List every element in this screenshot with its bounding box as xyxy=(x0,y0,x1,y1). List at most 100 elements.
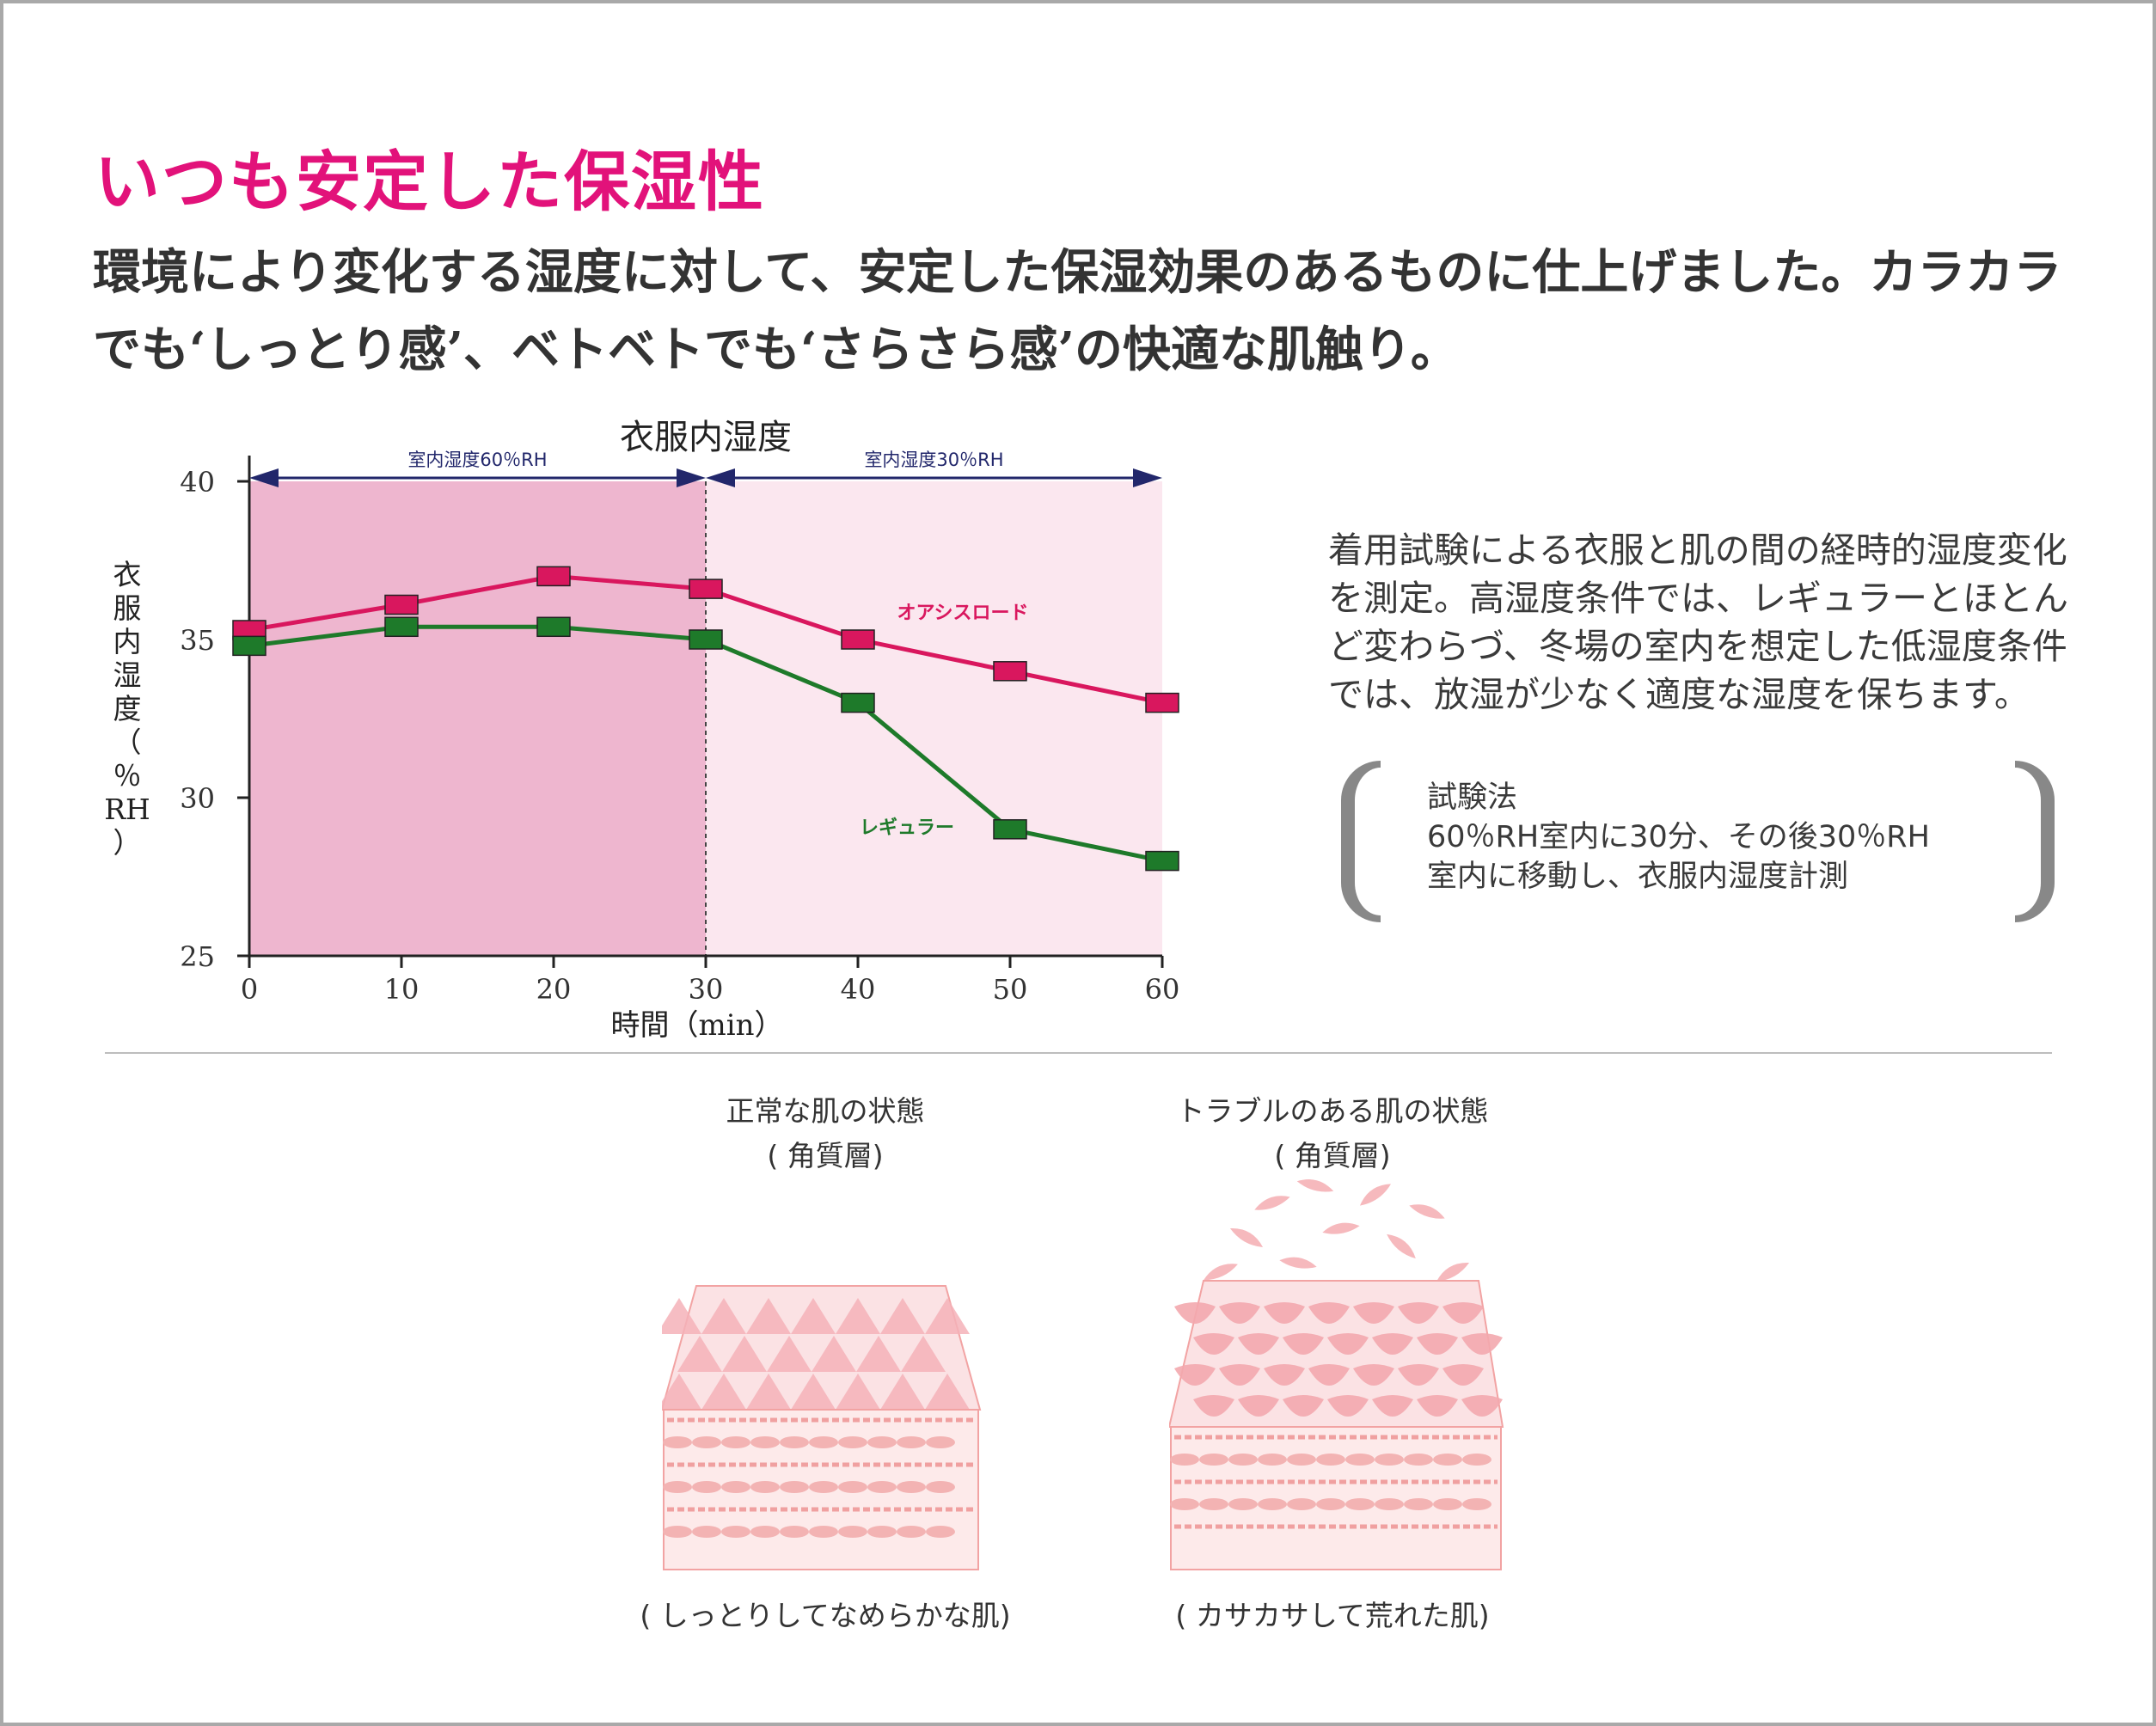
flaking-scale xyxy=(1229,1227,1264,1247)
corneocyte-scale xyxy=(677,1336,722,1372)
cell-ellipse xyxy=(750,1526,780,1538)
test-method-box: 試験法 60％RH室内に30分、その後30％RH 室内に移動し、衣服内湿度計測 xyxy=(1341,761,2055,922)
cell-ellipse xyxy=(838,1436,867,1448)
test-method-line-1: 60％RH室内に30分、その後30％RH xyxy=(1427,820,1930,854)
oasis-data-point xyxy=(689,578,723,599)
cell-ellipse xyxy=(1345,1498,1375,1510)
humidity-line-chart: 25 30 35 40 0 10 20 30 40 50 60 室内湿度60％RH 室内湿度30％RH… xyxy=(104,418,1180,1040)
cell-ellipse xyxy=(867,1436,897,1448)
cell-ellipse xyxy=(1375,1498,1404,1510)
y-tick-label: 30 xyxy=(180,782,215,815)
cell-ellipse xyxy=(809,1526,838,1538)
flaking-scale xyxy=(1436,1262,1470,1282)
lifted-scale xyxy=(1327,1395,1369,1417)
lifted-scale xyxy=(1461,1395,1503,1417)
y-tick-label: 35 xyxy=(180,624,215,657)
corneocyte-scale xyxy=(701,1298,746,1334)
right-bracket xyxy=(2015,761,2055,922)
flaking-scale xyxy=(1279,1257,1317,1269)
cell-ellipse xyxy=(721,1481,750,1493)
cell-ellipse xyxy=(1199,1498,1228,1510)
normal-skin-caption: ( しっとりしてなめらかな肌) xyxy=(640,1599,1011,1632)
regular-data-point xyxy=(1145,850,1179,872)
test-method-title: 試験法 xyxy=(1427,780,1518,815)
trouble-skin-heading: トラブルのある肌の状態 ( 角質層) xyxy=(1075,1089,1590,1178)
lifted-scale xyxy=(1174,1302,1216,1324)
trouble-skin-title: トラブルのある肌の状態 xyxy=(1176,1094,1489,1128)
high-humidity-label: 室内湿度60％RH xyxy=(407,450,547,470)
x-axis-label: 時間（min） xyxy=(610,1008,783,1040)
normal-skin-subtitle: ( 角質層) xyxy=(767,1139,884,1172)
lifted-scale xyxy=(1417,1395,1458,1417)
cell-ellipse xyxy=(809,1481,838,1493)
x-tick-label: 10 xyxy=(384,973,420,1006)
x-tick-label: 50 xyxy=(993,973,1028,1006)
corneocyte-scale xyxy=(812,1336,856,1372)
regular-data-point xyxy=(536,616,571,638)
trouble-skin-caption: ( カサカサして荒れた肌) xyxy=(1175,1599,1490,1632)
lifted-scale xyxy=(1174,1364,1216,1386)
lifted-scale xyxy=(1283,1395,1324,1417)
flaking-scale xyxy=(1359,1184,1392,1206)
corneocyte-scale xyxy=(880,1374,925,1410)
intro-text: 環境により変化する湿度に対して、安定した保湿効果のあるものに仕上げました。カラカ… xyxy=(93,244,2062,378)
lifted-scale xyxy=(1353,1302,1394,1324)
cell-ellipse xyxy=(838,1481,867,1493)
corneocyte-scale xyxy=(836,1298,880,1334)
cell-ellipse xyxy=(867,1481,897,1493)
lifted-scale xyxy=(1264,1302,1305,1324)
test-description: 着用試験による衣服と肌の間の経時的湿度変化を測定。高湿度条件では、レギュラーとほ… xyxy=(1328,529,2068,715)
cell-ellipse xyxy=(1433,1498,1462,1510)
cell-ellipse xyxy=(750,1436,780,1448)
low-humidity-label: 室内湿度30％RH xyxy=(864,450,1003,470)
test-method-line-2: 室内に移動し、衣服内湿度計測 xyxy=(1427,860,1849,894)
cell-ellipse xyxy=(780,1526,809,1538)
cell-ellipse xyxy=(1375,1454,1404,1466)
y-axis-label: 衣服内湿度（％ RH） xyxy=(104,558,150,860)
cell-ellipse xyxy=(663,1436,692,1448)
regular-data-point xyxy=(384,616,419,638)
corneocyte-scale xyxy=(791,1374,836,1410)
regular-data-point xyxy=(689,629,723,650)
test-method-text: 試験法 60％RH室内に30分、その後30％RH 室内に移動し、衣服内湿度計測 xyxy=(1427,778,1930,897)
high-humidity-region xyxy=(249,481,706,956)
chart-title: 衣服内湿度 xyxy=(620,418,792,457)
x-tick-label: 40 xyxy=(841,973,876,1006)
headline: いつも安定した保湿性 xyxy=(95,144,765,220)
oasis-data-point xyxy=(993,661,1027,682)
corneocyte-scale xyxy=(925,1374,970,1410)
cell-ellipse xyxy=(926,1481,955,1493)
cell-ellipse xyxy=(867,1526,897,1538)
cell-ellipse xyxy=(809,1436,838,1448)
lifted-scale xyxy=(1461,1333,1503,1355)
lifted-scale xyxy=(1308,1364,1350,1386)
corneocyte-scale xyxy=(662,1298,701,1334)
lifted-scale xyxy=(1193,1333,1234,1355)
cell-ellipse xyxy=(926,1526,955,1538)
lifted-scale xyxy=(1417,1333,1458,1355)
corneocyte-scale xyxy=(925,1298,970,1334)
regular-series-label: レギュラー xyxy=(860,817,954,839)
cell-ellipse xyxy=(1228,1454,1258,1466)
cell-ellipse xyxy=(926,1436,955,1448)
cell-ellipse xyxy=(897,1526,926,1538)
low-humidity-arrow-head-left xyxy=(706,468,735,487)
regular-data-point xyxy=(232,635,266,657)
flaking-scale xyxy=(1409,1204,1445,1219)
lifted-scale xyxy=(1372,1395,1413,1417)
cell-ellipse xyxy=(1462,1498,1491,1510)
left-bracket xyxy=(1341,761,1381,922)
corneocyte-scale xyxy=(836,1374,880,1410)
corneocyte-scale xyxy=(901,1336,946,1372)
corneocyte-scale xyxy=(767,1336,812,1372)
corneocyte-scale xyxy=(880,1298,925,1334)
corneocyte-scale xyxy=(722,1336,767,1372)
x-tick-label: 60 xyxy=(1145,973,1180,1006)
lifted-scale xyxy=(1283,1333,1324,1355)
x-tick-label: 0 xyxy=(241,973,258,1006)
cell-ellipse xyxy=(692,1526,721,1538)
lifted-scale xyxy=(1238,1395,1279,1417)
regular-data-point xyxy=(841,692,875,713)
y-tick-label: 40 xyxy=(180,466,215,499)
corneocyte-scale xyxy=(746,1298,791,1334)
